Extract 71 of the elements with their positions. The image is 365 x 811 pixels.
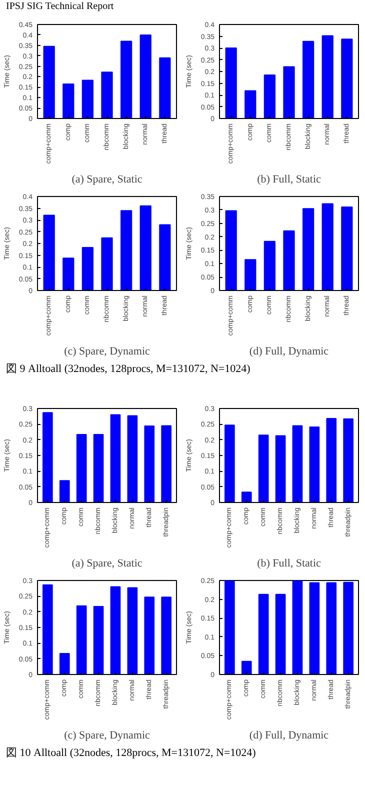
bar [302,40,314,118]
text: IPSJ SIG Technical Report [6,0,114,14]
bar [59,653,70,674]
text: (c) Spare, Dynamic [64,730,150,742]
bar [59,480,70,502]
bar [283,66,295,118]
bar [244,90,256,118]
bar [264,74,276,118]
bar [159,224,171,290]
bar [140,205,152,290]
bar [120,40,132,118]
bar [275,594,286,674]
bar [264,240,276,290]
bar [42,412,53,502]
bar [110,586,121,674]
bar [159,57,171,118]
bar [144,426,155,502]
bar [224,424,235,502]
bar [326,582,337,674]
bar [244,259,256,290]
bar [140,34,152,118]
bar [343,582,354,674]
bar [258,434,269,502]
caption: 図 9 Alltoall (32nodes, 128procs, M=131072, N=1024) [6,362,250,377]
bar [42,584,53,674]
text: (b) Full, Static [257,558,322,570]
bar [309,582,320,674]
bar [322,35,334,118]
bar [309,426,320,502]
bar [62,84,74,118]
bar [225,48,237,118]
bar [76,434,87,502]
bar [43,46,55,118]
caption: 図 10 Alltoall (32nodes, 128procs, M=131072, N=1024) [6,746,256,761]
bar [120,210,132,290]
bar [62,258,74,290]
bar [322,203,334,290]
text: (c) Spare, Dynamic [64,346,150,358]
bar [144,596,155,674]
bar [326,418,337,502]
bar [258,594,269,674]
bar [283,230,295,290]
text: (a) Spare, Static [72,174,142,186]
bar [161,425,172,502]
bar [82,80,94,118]
bar [292,425,303,502]
bar [225,210,237,290]
text: (d) Full, Dynamic [249,346,329,358]
bar [341,38,353,118]
bar [241,660,252,674]
text: (d) Full, Dynamic [249,730,329,742]
bar [343,418,354,502]
bar [101,72,113,118]
bar [302,208,314,290]
bar [93,434,104,502]
text: (a) Spare, Static [72,558,142,570]
bar [241,492,252,502]
bar [127,587,138,674]
bar [43,214,55,290]
bar [341,206,353,290]
bar [292,580,303,674]
bar [82,246,94,290]
bar [76,605,87,674]
bar [161,596,172,674]
bar [275,435,286,502]
bar [93,606,104,674]
bar [127,415,138,502]
bar [110,414,121,502]
text: (b) Full, Static [257,174,322,186]
bar [224,580,235,674]
bar [101,237,113,290]
